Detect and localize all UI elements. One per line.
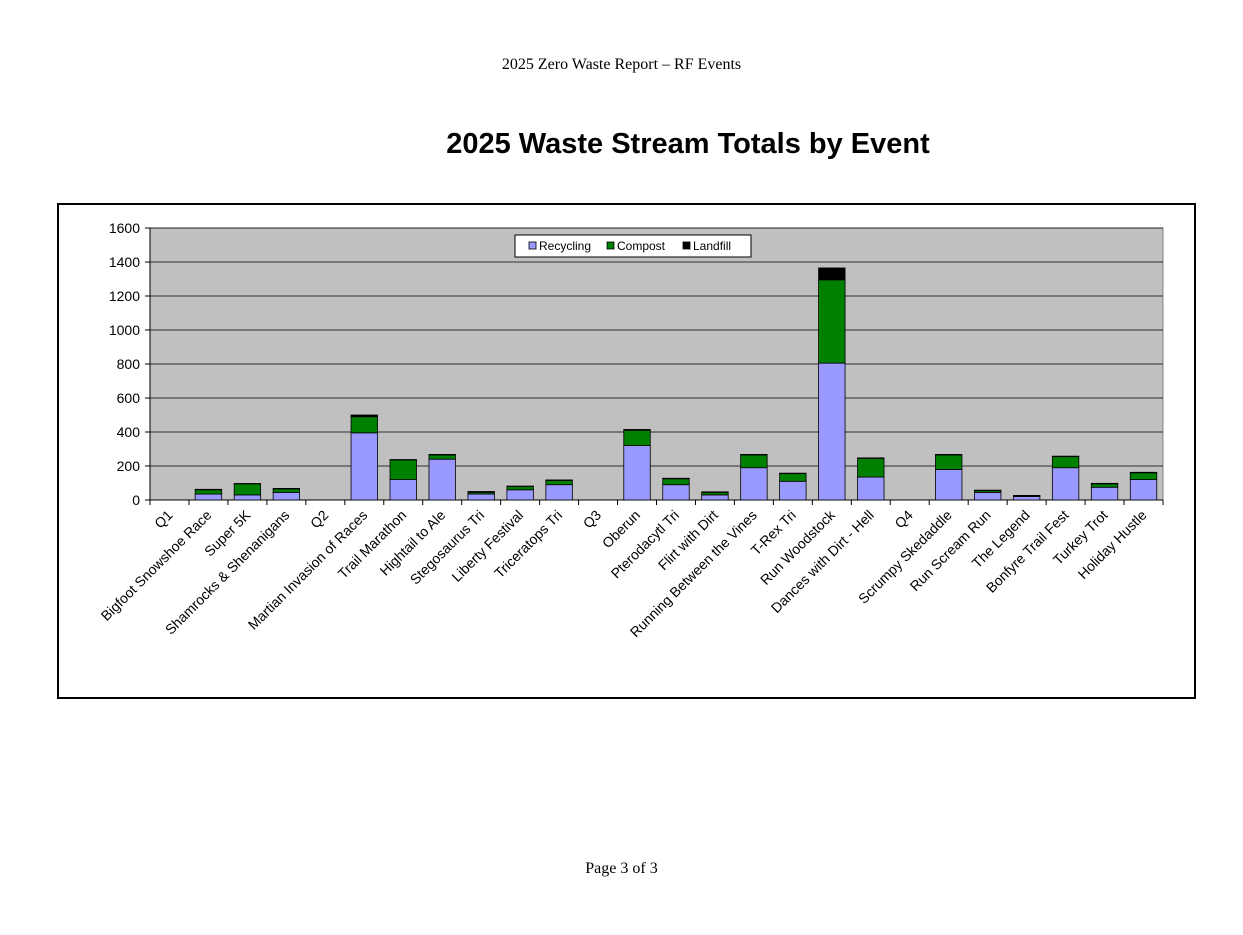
- bar-compost: [779, 473, 807, 482]
- bar-landfill: [623, 429, 651, 431]
- bar-compost: [857, 457, 885, 478]
- legend-box: [514, 234, 752, 258]
- bar-landfill: [1090, 482, 1119, 485]
- bar-recycling: [1129, 479, 1158, 501]
- y-tick-label: 1200: [109, 288, 140, 304]
- bar-landfill: [545, 479, 573, 481]
- bar-recycling: [935, 468, 963, 501]
- chart-frame: 0 200 400 600 800 1000 1200 1400 1600 Q1 Bigfoot S…: [57, 203, 1196, 699]
- bar-recycling: [545, 484, 573, 501]
- bar-recycling: [272, 491, 301, 501]
- bar-landfill: [701, 491, 729, 493]
- legend-label-landfill: Landfill: [693, 239, 731, 253]
- legend-swatch-landfill: [682, 241, 691, 250]
- bar-recycling: [467, 493, 495, 501]
- x-tick-label: Q2: [307, 507, 332, 532]
- bar-recycling: [1090, 486, 1119, 501]
- y-tick-label: 1000: [109, 322, 140, 338]
- x-tick-label: Triceratops Tri: [491, 507, 565, 581]
- bar-landfill: [350, 414, 378, 418]
- bar-compost: [506, 485, 534, 491]
- bar-landfill: [857, 457, 885, 459]
- bar-landfill: [1051, 455, 1080, 458]
- bar-recycling: [389, 479, 417, 501]
- bar-landfill: [662, 477, 690, 480]
- x-tick-label: Trail Marathon: [335, 507, 410, 582]
- legend-swatch-compost: [606, 241, 615, 250]
- x-tick-label: Q1: [151, 507, 176, 532]
- bar-recycling: [974, 491, 1002, 501]
- bar-landfill: [428, 454, 456, 456]
- legend-swatch-recycling: [528, 241, 537, 250]
- bar-compost: [389, 459, 417, 481]
- bar-compost: [1051, 456, 1080, 469]
- bar-compost: [1129, 472, 1158, 480]
- y-tick-label: 800: [117, 356, 141, 372]
- bar-compost: [623, 429, 651, 447]
- x-tick-label: Q4: [891, 507, 916, 532]
- y-tick-label: 0: [132, 492, 140, 508]
- bar-compost: [662, 478, 690, 486]
- bar-recycling: [740, 467, 768, 501]
- bar-recycling: [233, 494, 262, 501]
- x-tick-label: Pterodacytl Tri: [608, 507, 683, 582]
- bar-compost: [350, 416, 378, 434]
- bar-landfill: [740, 454, 768, 456]
- bar-recycling: [662, 484, 690, 501]
- y-tick-label: 600: [117, 390, 141, 406]
- bar-recycling: [428, 458, 456, 501]
- legend-label-compost: Compost: [617, 239, 666, 253]
- bar-recycling: [194, 493, 223, 501]
- y-tick-label: 400: [117, 424, 141, 440]
- bar-landfill: [935, 454, 963, 456]
- bar-compost: [935, 454, 963, 470]
- bar-recycling: [1012, 496, 1041, 501]
- x-tick-label: Holiday Hustle: [1074, 507, 1149, 582]
- bar-compost: [194, 489, 223, 495]
- bar-recycling: [818, 362, 846, 501]
- document-header: 2025 Zero Waste Report – RF Events: [501, 56, 742, 73]
- bar-landfill: [974, 489, 1002, 492]
- bar-compost: [428, 454, 456, 460]
- chart-title: 2025 Waste Stream Totals by Event: [446, 128, 930, 160]
- y-tick-label: 1400: [109, 254, 140, 270]
- bar-landfill: [1129, 471, 1158, 474]
- bar-landfill: [467, 491, 495, 493]
- y-tick-label: 1600: [109, 220, 140, 236]
- bar-compost: [233, 483, 262, 496]
- bar-compost: [740, 454, 768, 469]
- bar-recycling: [701, 494, 729, 501]
- bar-recycling: [857, 476, 885, 501]
- bar-recycling: [506, 489, 534, 501]
- legend-label-recycling: Recycling: [539, 239, 591, 253]
- bar-recycling: [623, 445, 651, 501]
- page-footer: Page 3 of 3: [585, 860, 658, 877]
- bar-recycling: [1051, 467, 1080, 501]
- bar-recycling: [350, 432, 378, 501]
- bar-landfill: [779, 472, 807, 475]
- y-tick-label: 200: [117, 458, 141, 474]
- bar-landfill: [272, 488, 301, 490]
- bar-landfill: [194, 488, 223, 491]
- bar-recycling: [779, 480, 807, 501]
- bar-landfill: [818, 267, 846, 281]
- bar-landfill: [389, 459, 417, 461]
- bar-compost: [545, 480, 573, 486]
- bar-compost: [1090, 483, 1119, 488]
- bar-compost: [272, 488, 301, 493]
- x-tick-label: Q3: [580, 507, 605, 532]
- bar-compost: [818, 279, 846, 364]
